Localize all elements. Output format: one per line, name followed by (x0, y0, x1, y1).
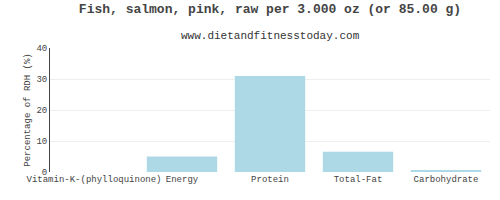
svg-text:Percentage of RDH (%): Percentage of RDH (%) (23, 53, 33, 166)
svg-text:20: 20 (36, 106, 47, 116)
svg-text:Carbohydrate: Carbohydrate (414, 175, 479, 185)
svg-text:Fish, salmon, pink, raw per 3.: Fish, salmon, pink, raw per 3.000 oz (or… (79, 2, 461, 17)
svg-text:Total-Fat: Total-Fat (334, 175, 383, 185)
svg-text:Energy: Energy (166, 175, 199, 185)
svg-text:10: 10 (36, 137, 47, 147)
svg-text:0: 0 (42, 168, 47, 178)
svg-text:www.dietandfitnesstoday.com: www.dietandfitnesstoday.com (181, 30, 360, 42)
svg-text:Protein: Protein (251, 175, 289, 185)
svg-text:30: 30 (36, 75, 47, 85)
svg-text:Vitamin-K-(phylloquinone): Vitamin-K-(phylloquinone) (26, 175, 161, 185)
svg-text:40: 40 (36, 44, 47, 54)
